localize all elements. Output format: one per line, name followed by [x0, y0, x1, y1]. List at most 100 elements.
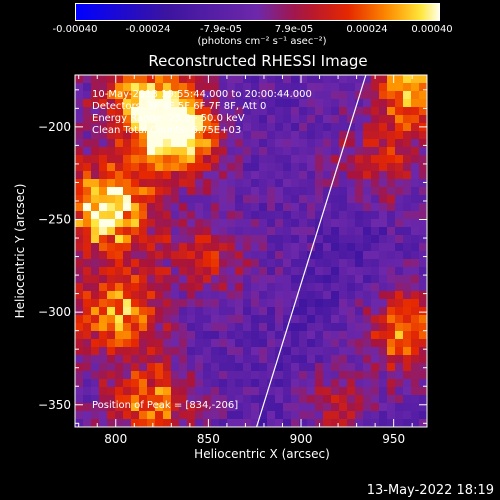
heatmap-cell	[147, 155, 156, 164]
heatmap-cell	[203, 283, 212, 292]
heatmap-cell	[283, 339, 292, 348]
heatmap-cell	[267, 171, 276, 180]
heatmap-cell	[339, 419, 348, 427]
heatmap-cell	[323, 323, 332, 332]
heatmap-cell	[291, 155, 300, 164]
heatmap-cell	[251, 331, 260, 340]
heatmap-cell	[283, 163, 292, 172]
heatmap-cell	[403, 387, 412, 396]
heatmap-cell	[315, 123, 324, 132]
heatmap-cell	[155, 411, 164, 420]
heatmap-cell	[267, 147, 276, 156]
heatmap-cell	[163, 147, 172, 156]
heatmap-cell	[235, 307, 244, 316]
colorbar-tick-label: 0.00024	[346, 24, 388, 35]
heatmap-cell	[155, 395, 164, 404]
heatmap-cell	[387, 347, 396, 356]
heatmap-cell	[243, 203, 252, 212]
heatmap-cell	[411, 315, 420, 324]
heatmap-cell	[299, 387, 308, 396]
heatmap-cell	[251, 171, 260, 180]
heatmap-cell	[323, 123, 332, 132]
heatmap-cell	[211, 91, 220, 100]
heatmap-cell	[355, 251, 364, 260]
heatmap-cell	[339, 331, 348, 340]
heatmap-cell	[355, 339, 364, 348]
heatmap-cell	[219, 323, 228, 332]
heatmap-cell	[195, 219, 204, 228]
heatmap-cell	[203, 219, 212, 228]
heatmap-cell	[99, 395, 108, 404]
heatmap-cell	[259, 283, 268, 292]
heatmap-cell	[411, 187, 420, 196]
heatmap-cell	[219, 179, 228, 188]
heatmap-cell	[251, 259, 260, 268]
heatmap-cell	[139, 99, 148, 108]
heatmap-cell	[163, 307, 172, 316]
heatmap-cell	[123, 259, 132, 268]
heatmap-cell	[331, 195, 340, 204]
heatmap-cell	[187, 171, 196, 180]
heatmap-cell	[291, 307, 300, 316]
heatmap-cell	[75, 131, 84, 140]
heatmap-cell	[99, 251, 108, 260]
heatmap-cell	[419, 83, 427, 92]
heatmap-cell	[275, 115, 284, 124]
heatmap-cell	[107, 107, 116, 116]
heatmap-cell	[363, 419, 372, 427]
heatmap-cell	[339, 147, 348, 156]
heatmap-cell	[139, 419, 148, 427]
heatmap-cell	[387, 395, 396, 404]
heatmap-cell	[283, 259, 292, 268]
heatmap-cell	[299, 187, 308, 196]
heatmap-cell	[331, 379, 340, 388]
heatmap-cell	[211, 315, 220, 324]
heatmap-cell	[331, 419, 340, 427]
heatmap-cell	[203, 163, 212, 172]
heatmap-cell	[83, 235, 92, 244]
heatmap-cell	[411, 403, 420, 412]
heatmap-cell	[219, 267, 228, 276]
heatmap-cell	[363, 347, 372, 356]
heatmap-cell	[355, 75, 364, 84]
heatmap-cell	[195, 315, 204, 324]
heatmap-cell	[331, 291, 340, 300]
heatmap-cell	[115, 291, 124, 300]
heatmap-cell	[147, 91, 156, 100]
heatmap-cell	[227, 339, 236, 348]
heatmap-cell	[347, 331, 356, 340]
heatmap-cell	[155, 259, 164, 268]
heatmap-cell	[187, 299, 196, 308]
heatmap-cell	[139, 331, 148, 340]
heatmap-cell	[99, 387, 108, 396]
heatmap-cell	[219, 275, 228, 284]
heatmap-cell	[91, 115, 100, 124]
heatmap-cell	[251, 379, 260, 388]
heatmap-cell	[379, 131, 388, 140]
heatmap-cell	[315, 155, 324, 164]
heatmap-cell	[331, 395, 340, 404]
heatmap-cell	[403, 83, 412, 92]
heatmap-cell	[291, 115, 300, 124]
heatmap-cell	[275, 91, 284, 100]
heatmap-cell	[131, 235, 140, 244]
heatmap-cell	[139, 83, 148, 92]
heatmap-cell	[323, 355, 332, 364]
heatmap-cell	[99, 363, 108, 372]
heatmap-cell	[187, 411, 196, 420]
heatmap-cell	[91, 259, 100, 268]
heatmap-cell	[139, 307, 148, 316]
heatmap-cell	[355, 387, 364, 396]
heatmap-cell	[99, 123, 108, 132]
heatmap-cell	[267, 115, 276, 124]
heatmap-cell	[259, 227, 268, 236]
heatmap-cell	[91, 139, 100, 148]
heatmap-cell	[267, 339, 276, 348]
heatmap-cell	[107, 91, 116, 100]
heatmap-cell	[139, 299, 148, 308]
heatmap-cell	[347, 99, 356, 108]
heatmap-cell	[323, 227, 332, 236]
heatmap-cell	[363, 123, 372, 132]
tick-label: 900	[290, 432, 313, 446]
heatmap-cell	[235, 195, 244, 204]
